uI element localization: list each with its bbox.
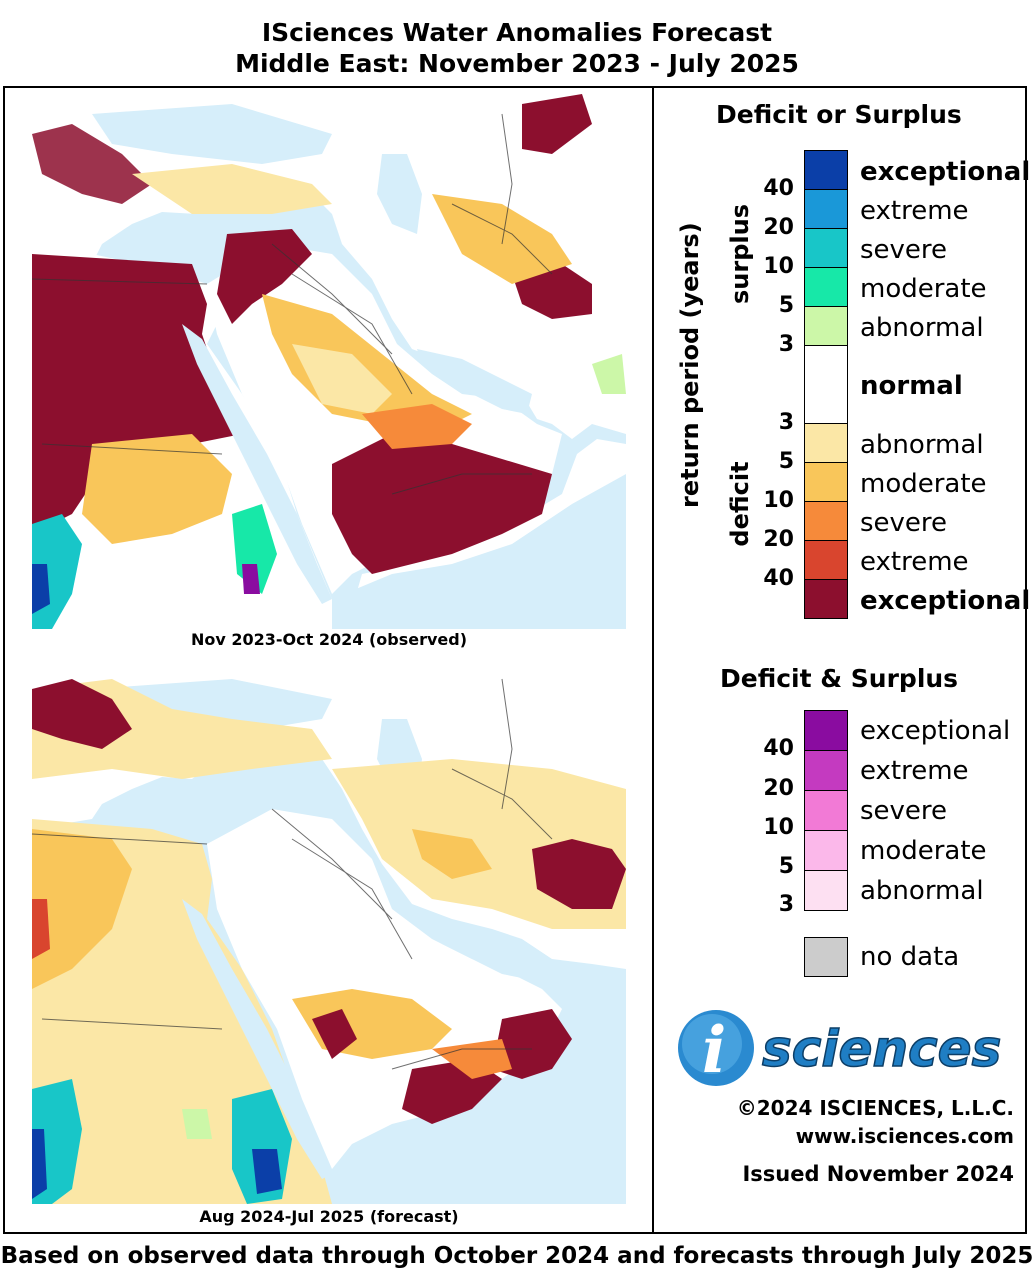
legend-swatch-surplus-moderate	[804, 267, 848, 307]
legend-swatch-surplus-abnormal	[804, 306, 848, 346]
legend-label-surplus-abnormal: abnormal	[860, 312, 984, 343]
map-forecast	[32, 669, 626, 1204]
website-link[interactable]: www.isciences.com	[795, 1124, 1014, 1148]
legend-label-surplus-moderate: moderate	[860, 273, 987, 304]
legend-label-deficit-extreme: extreme	[860, 546, 969, 577]
legend2-label-severe: severe	[860, 796, 948, 826]
legend-tick-deficit: 3	[778, 410, 794, 435]
legend-deficit-label: deficit	[726, 461, 754, 547]
logo-letter-i: i	[702, 1013, 726, 1088]
legend-tick-deficit: 10	[763, 488, 794, 513]
legend2-tick: 3	[778, 892, 794, 917]
map-observed	[32, 94, 626, 629]
no-data-swatch	[804, 937, 848, 977]
legend-tick-deficit: 40	[763, 566, 794, 591]
legend2-label-extreme: extreme	[860, 756, 969, 786]
panel-divider	[652, 86, 654, 1234]
legend-swatch-surplus-extreme	[804, 189, 848, 229]
legend2-swatch-abnormal	[804, 870, 848, 911]
legend2-swatch-extreme	[804, 750, 848, 791]
legend2-swatch-exceptional	[804, 710, 848, 751]
legend2-label-abnormal: abnormal	[860, 876, 984, 906]
legend-label-surplus-severe: severe	[860, 234, 948, 265]
legend-swatch-deficit-exceptional	[804, 579, 848, 619]
legend-tick-surplus: 5	[778, 293, 794, 318]
legend-label-deficit-moderate: moderate	[860, 468, 987, 499]
legend2-swatch-moderate	[804, 830, 848, 871]
map-title: ISciences Water Anomalies Forecast	[261, 18, 773, 47]
legend-swatch-deficit-moderate	[804, 462, 848, 502]
legend-tick-surplus: 40	[763, 176, 794, 201]
legend-label-deficit-severe: severe	[860, 507, 948, 538]
legend-swatch-surplus-severe	[804, 228, 848, 268]
legend-tick-deficit: 5	[778, 449, 794, 474]
legend-label-normal: normal	[860, 371, 963, 401]
map-observed-caption: Nov 2023-Oct 2024 (observed)	[190, 630, 468, 649]
issued-date: Issued November 2024	[742, 1162, 1014, 1186]
legend2-label-moderate: moderate	[860, 836, 987, 866]
legend2-tick: 5	[778, 854, 794, 879]
legend-tick-surplus: 3	[778, 332, 794, 357]
legend-swatch-normal	[804, 345, 848, 424]
legend-label-deficit-exceptional: exceptional	[860, 585, 1031, 616]
legend2-tick: 10	[763, 815, 794, 840]
map-forecast-caption: Aug 2024-Jul 2025 (forecast)	[199, 1207, 459, 1226]
legend-swatch-deficit-severe	[804, 501, 848, 541]
legend-axis-label: return period (years)	[676, 222, 704, 508]
legend2-label-exceptional: exceptional	[860, 716, 1011, 746]
legend-tick-surplus: 10	[763, 254, 794, 279]
legend-tick-surplus: 20	[763, 215, 794, 240]
legend-label-surplus-extreme: extreme	[860, 195, 969, 226]
isciences-logo: i sciences	[676, 1008, 1016, 1088]
figure-frame	[3, 86, 1027, 1234]
legend2-tick: 40	[763, 736, 794, 761]
footer-note: Based on observed data through October 2…	[0, 1243, 1034, 1269]
logo-wordmark: sciences	[762, 1020, 1001, 1078]
legend-deficit-and-surplus-title: Deficit & Surplus	[720, 664, 959, 693]
legend-swatch-deficit-abnormal	[804, 423, 848, 463]
legend2-tick: 20	[763, 776, 794, 801]
legend-tick-deficit: 20	[763, 527, 794, 552]
legend2-swatch-severe	[804, 790, 848, 831]
copyright: ©2024 ISCIENCES, L.L.C.	[736, 1096, 1014, 1120]
legend-swatch-deficit-extreme	[804, 540, 848, 580]
legend-deficit-or-surplus-title: Deficit or Surplus	[716, 100, 962, 129]
legend-swatch-surplus-exceptional	[804, 150, 848, 190]
no-data-label: no data	[860, 942, 960, 972]
legend-label-deficit-abnormal: abnormal	[860, 429, 984, 460]
map-subtitle: Middle East: November 2023 - July 2025	[235, 49, 799, 78]
legend-label-surplus-exceptional: exceptional	[860, 156, 1031, 187]
legend-surplus-label: surplus	[726, 204, 754, 304]
